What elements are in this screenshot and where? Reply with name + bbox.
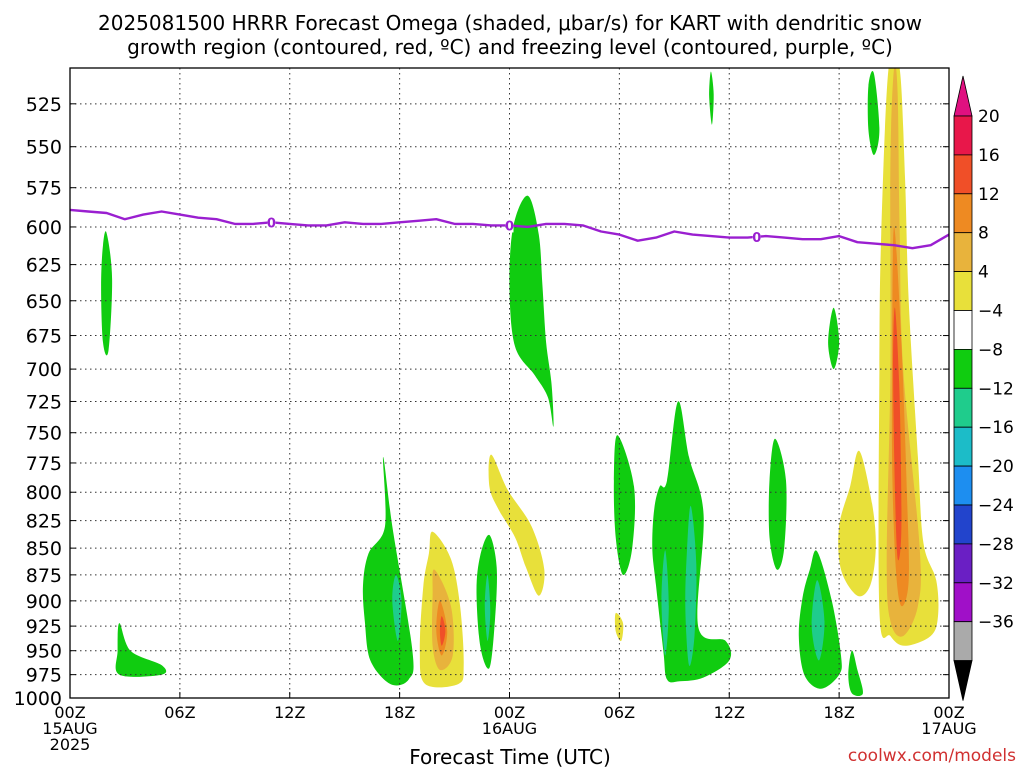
omega-region-16 (685, 505, 697, 667)
colorbar-bin-12 (953, 582, 973, 623)
y-tick-label-700: 700 (26, 359, 62, 381)
colorbar-bin-7 (953, 387, 973, 428)
omega-region-22 (848, 650, 864, 697)
colorbar-label-2: 12 (978, 185, 1000, 205)
y-tick-label-1000: 1000 (14, 688, 62, 710)
freezing-level-label-bg-0 (267, 214, 276, 230)
y-tick-label-975: 975 (26, 665, 62, 687)
x-tick-label-0-1: 15AUG (42, 719, 97, 738)
freezing-level-label-bg-2 (752, 228, 761, 244)
omega-region-7 (439, 616, 446, 646)
colorbar-bin-0 (953, 115, 973, 156)
freezing-level-label-2: 0 (752, 231, 761, 246)
colorbar-label-6: −8 (978, 340, 1003, 360)
colorbar-label-8: −16 (978, 418, 1014, 438)
omega-region-27 (893, 307, 902, 561)
x-tick-label-6-0: 06Z (164, 703, 195, 722)
omega-shading-layer (101, 68, 939, 697)
omega-region-13 (613, 435, 636, 576)
x-tick-label-36-0: 12Z (714, 703, 745, 722)
y-tick-label-750: 750 (26, 423, 62, 445)
y-tick-label-525: 525 (26, 94, 62, 116)
x-axis-title: Forecast Time (UTC) (409, 745, 611, 768)
y-tick-label-875: 875 (26, 565, 62, 587)
colorbar-label-13: −36 (978, 613, 1014, 633)
freezing-level-label-bg-1 (505, 217, 514, 233)
x-tick-label-0-0: 00Z (54, 703, 85, 722)
y-tick-label-950: 950 (26, 641, 62, 663)
omega-region-10 (488, 454, 545, 596)
y-tick-label-850: 850 (26, 538, 62, 560)
colorbar-bin-10 (953, 504, 973, 545)
omega-region-17 (768, 438, 787, 570)
colorbar-extend-min (953, 660, 973, 701)
chart-title-line2: growth region (contoured, red, ºC) and f… (127, 35, 893, 59)
colorbar-bin-9 (953, 465, 973, 506)
colorbar-label-5: −4 (978, 302, 1003, 322)
grid-layer (70, 68, 949, 699)
x-tick-label-48-1: 17AUG (921, 719, 976, 738)
y-tick-label-650: 650 (26, 291, 62, 313)
colorbar-label-3: 8 (978, 224, 989, 244)
colorbar-label-4: 4 (978, 263, 989, 283)
y-tick-label-775: 775 (26, 453, 62, 475)
omega-region-9 (484, 574, 491, 641)
omega-region-12 (614, 612, 624, 642)
x-tick-label-18-0: 18Z (384, 703, 415, 722)
colorbar-bin-11 (953, 543, 973, 584)
colorbar-bin-1 (953, 154, 973, 195)
colorbar-bin-2 (953, 193, 973, 234)
credit-label: coolwx.com/models (848, 746, 1016, 766)
colorbar-bin-4 (953, 271, 973, 311)
x-tick-label-12-0: 12Z (274, 703, 305, 722)
x-tick-label-42-0: 18Z (823, 703, 854, 722)
freezing-level-layer: 0 0 0 (70, 208, 949, 250)
x-tick-label-24-1: 16AUG (482, 719, 537, 738)
freezing-level-label-1: 0 (505, 219, 514, 234)
omega-region-0 (101, 231, 113, 356)
colorbar-bin-6 (953, 348, 973, 389)
y-tick-label-575: 575 (26, 178, 62, 200)
omega-region-19 (811, 580, 825, 661)
y-tick-label-800: 800 (26, 482, 62, 504)
chart-title-line1: 2025081500 HRRR Forecast Omega (shaded, … (98, 11, 922, 35)
omega-region-1 (115, 623, 167, 677)
omega-region-21 (838, 450, 876, 597)
y-tick-label-900: 900 (26, 591, 62, 613)
colorbar-label-11: −28 (978, 535, 1014, 555)
y-tick-label-825: 825 (26, 511, 62, 533)
omega-region-2 (362, 457, 414, 686)
omega-region-15 (661, 550, 669, 656)
colorbar: 20 16 12 8 4 −4 −8 −12 −16 −20 −24 −28 −32 −36 (953, 75, 1014, 701)
y-axis: 525 550 575 600 625 650 675 700 725 750 775 800 825 8… (14, 94, 949, 710)
x-tick-label-48-0: 00Z (933, 703, 964, 722)
colorbar-label-7: −12 (978, 379, 1014, 399)
colorbar-label-0: 20 (978, 107, 1000, 127)
omega-region-20 (828, 307, 840, 370)
colorbar-label-9: −20 (978, 457, 1014, 477)
x-tick-label-24-0: 00Z (494, 703, 525, 722)
y-tick-label-600: 600 (26, 217, 62, 239)
x-tick-label-30-0: 06Z (604, 703, 635, 722)
x-tick-label-0-2: 2025 (50, 735, 91, 754)
colorbar-bin-13 (953, 621, 973, 662)
y-tick-label-725: 725 (26, 391, 62, 413)
colorbar-bin-8 (953, 426, 973, 467)
y-tick-label-550: 550 (26, 137, 62, 159)
colorbar-bin-3 (953, 232, 973, 272)
omega-region-23 (867, 71, 880, 156)
colorbar-label-1: 16 (978, 146, 1000, 166)
y-tick-label-625: 625 (26, 255, 62, 277)
y-tick-label-675: 675 (26, 326, 62, 348)
colorbar-label-12: −32 (978, 574, 1014, 594)
colorbar-extend-max (953, 75, 973, 117)
freezing-level-label-0: 0 (267, 216, 276, 231)
y-tick-label-925: 925 (26, 616, 62, 638)
omega-region-28 (709, 71, 714, 125)
omega-region-11 (509, 195, 554, 427)
colorbar-label-10: −24 (978, 496, 1014, 516)
colorbar-bin-5 (953, 310, 973, 350)
